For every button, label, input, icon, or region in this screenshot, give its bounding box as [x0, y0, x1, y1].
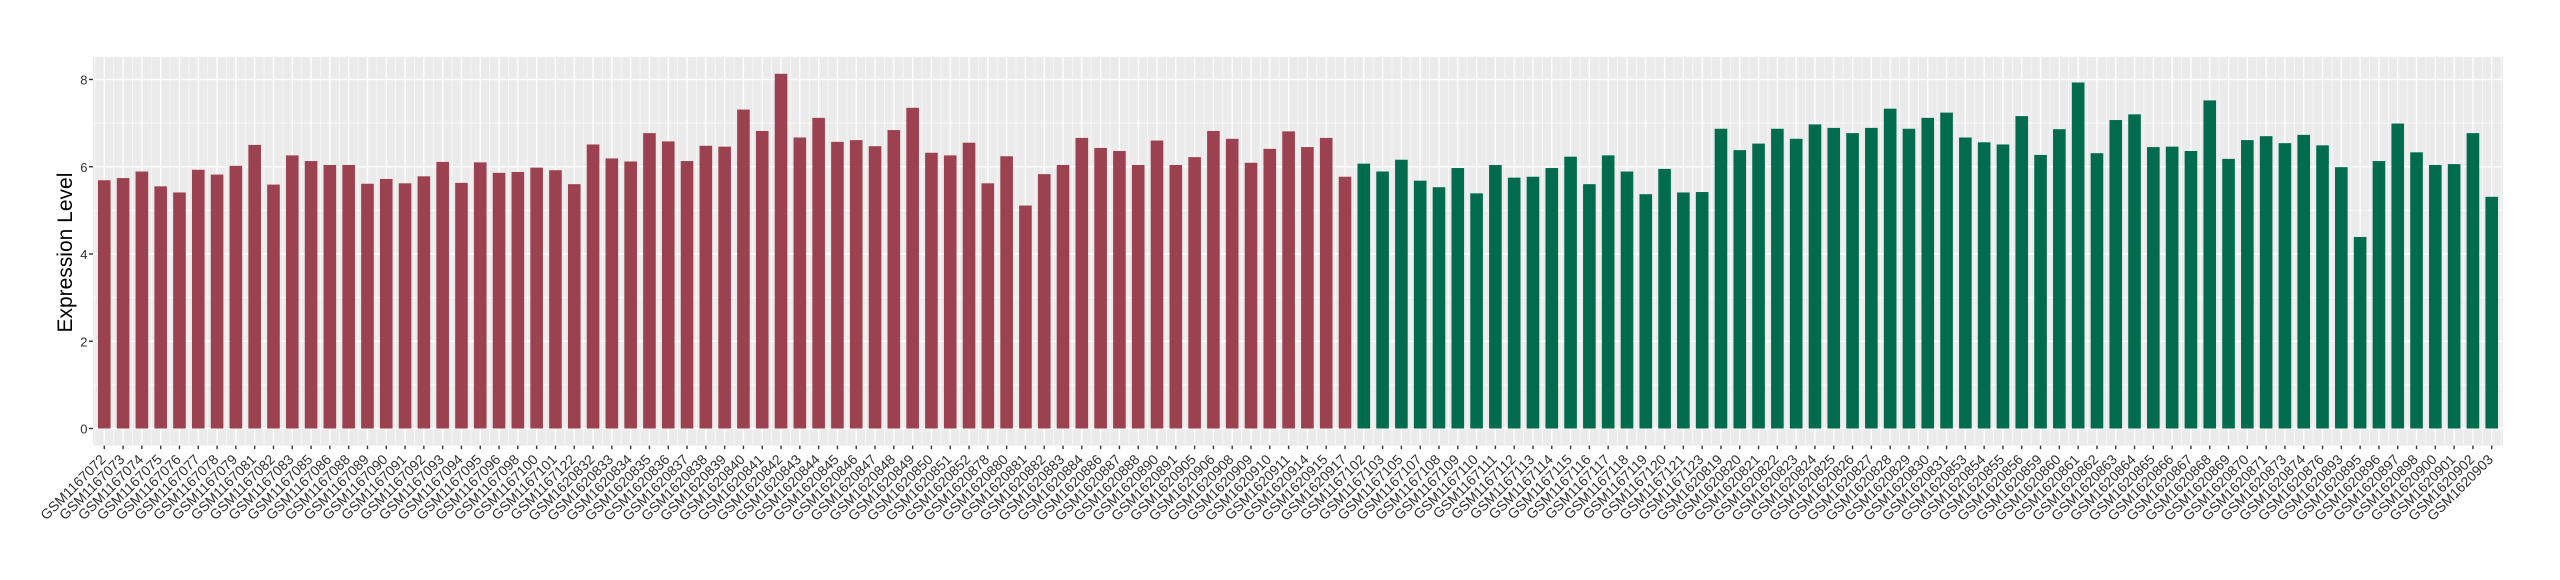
svg-text:8: 8 — [80, 73, 87, 88]
svg-text:6: 6 — [80, 160, 87, 175]
svg-text:2: 2 — [80, 334, 87, 349]
svg-text:4: 4 — [80, 247, 87, 262]
svg-text:0: 0 — [80, 422, 87, 437]
svg-text:Expression Level: Expression Level — [54, 173, 77, 333]
